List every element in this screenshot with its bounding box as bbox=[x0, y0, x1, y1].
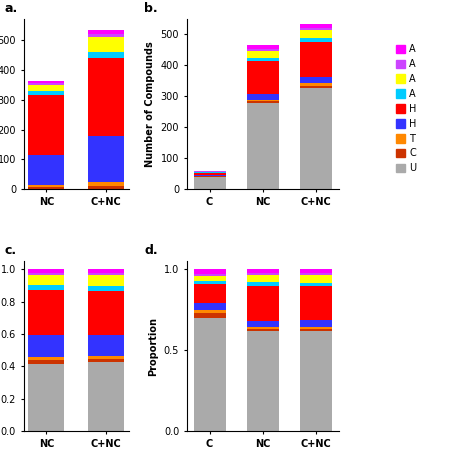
Bar bbox=[28, 83, 64, 85]
Bar bbox=[194, 281, 226, 283]
Bar bbox=[88, 362, 124, 431]
Bar bbox=[28, 269, 64, 273]
Bar bbox=[88, 359, 124, 362]
Bar bbox=[194, 173, 226, 175]
Bar bbox=[28, 275, 64, 285]
Bar bbox=[247, 46, 279, 49]
Bar bbox=[28, 85, 64, 91]
Bar bbox=[88, 37, 124, 52]
Bar bbox=[194, 283, 226, 303]
Bar bbox=[247, 275, 279, 283]
Bar bbox=[88, 356, 124, 359]
Bar bbox=[300, 24, 332, 28]
Bar bbox=[300, 283, 332, 286]
Bar bbox=[194, 172, 226, 173]
Bar bbox=[88, 58, 124, 136]
Bar bbox=[28, 81, 64, 83]
Y-axis label: Number of Compounds: Number of Compounds bbox=[145, 41, 155, 167]
Bar bbox=[28, 187, 64, 190]
Bar bbox=[194, 313, 226, 318]
Bar bbox=[88, 292, 124, 335]
Y-axis label: Proportion: Proportion bbox=[148, 317, 158, 375]
Bar bbox=[88, 186, 124, 190]
Bar bbox=[300, 331, 332, 431]
Bar bbox=[300, 275, 332, 283]
Bar bbox=[247, 62, 279, 94]
Bar bbox=[28, 91, 64, 95]
Bar bbox=[194, 310, 226, 313]
Bar bbox=[28, 364, 64, 431]
Text: b.: b. bbox=[144, 2, 158, 15]
Text: d.: d. bbox=[144, 244, 158, 257]
Bar bbox=[247, 49, 279, 51]
Bar bbox=[28, 290, 64, 335]
Bar bbox=[247, 286, 279, 321]
Bar bbox=[194, 276, 226, 281]
Bar bbox=[247, 273, 279, 275]
Bar bbox=[88, 335, 124, 356]
Bar bbox=[300, 328, 332, 331]
Bar bbox=[88, 182, 124, 186]
Bar bbox=[247, 94, 279, 100]
Bar bbox=[28, 155, 64, 184]
Bar bbox=[194, 176, 226, 177]
Bar bbox=[247, 58, 279, 62]
Bar bbox=[88, 286, 124, 292]
Bar bbox=[300, 37, 332, 42]
Bar bbox=[247, 331, 279, 431]
Bar bbox=[28, 273, 64, 275]
Bar bbox=[300, 88, 332, 190]
Bar bbox=[300, 77, 332, 83]
Bar bbox=[88, 275, 124, 286]
Bar bbox=[88, 273, 124, 275]
Bar bbox=[88, 34, 124, 37]
Bar bbox=[194, 269, 226, 274]
Bar bbox=[247, 328, 279, 329]
Bar bbox=[88, 52, 124, 58]
Bar bbox=[28, 95, 64, 155]
Bar bbox=[247, 103, 279, 190]
Bar bbox=[28, 285, 64, 290]
Bar bbox=[194, 303, 226, 310]
Bar bbox=[28, 184, 64, 187]
Bar bbox=[300, 320, 332, 327]
Bar bbox=[247, 321, 279, 328]
Legend: A, A, A, A, H, H, T, C, U: A, A, A, A, H, H, T, C, U bbox=[396, 45, 417, 173]
Text: a.: a. bbox=[5, 2, 18, 15]
Text: c.: c. bbox=[5, 244, 17, 257]
Bar bbox=[300, 28, 332, 30]
Bar bbox=[300, 286, 332, 320]
Bar bbox=[300, 42, 332, 77]
Bar bbox=[28, 357, 64, 360]
Bar bbox=[28, 360, 64, 364]
Bar bbox=[194, 171, 226, 172]
Bar bbox=[300, 86, 332, 88]
Bar bbox=[300, 273, 332, 275]
Bar bbox=[88, 30, 124, 34]
Bar bbox=[194, 177, 226, 190]
Bar bbox=[194, 274, 226, 276]
Bar bbox=[194, 175, 226, 176]
Bar bbox=[247, 269, 279, 273]
Bar bbox=[247, 101, 279, 103]
Bar bbox=[194, 318, 226, 431]
Bar bbox=[28, 335, 64, 357]
Bar bbox=[247, 100, 279, 101]
Bar bbox=[300, 269, 332, 273]
Bar bbox=[247, 329, 279, 331]
Bar bbox=[247, 283, 279, 286]
Bar bbox=[300, 327, 332, 328]
Bar bbox=[300, 30, 332, 37]
Bar bbox=[88, 136, 124, 182]
Bar bbox=[300, 83, 332, 86]
Bar bbox=[88, 269, 124, 273]
Bar bbox=[247, 51, 279, 58]
